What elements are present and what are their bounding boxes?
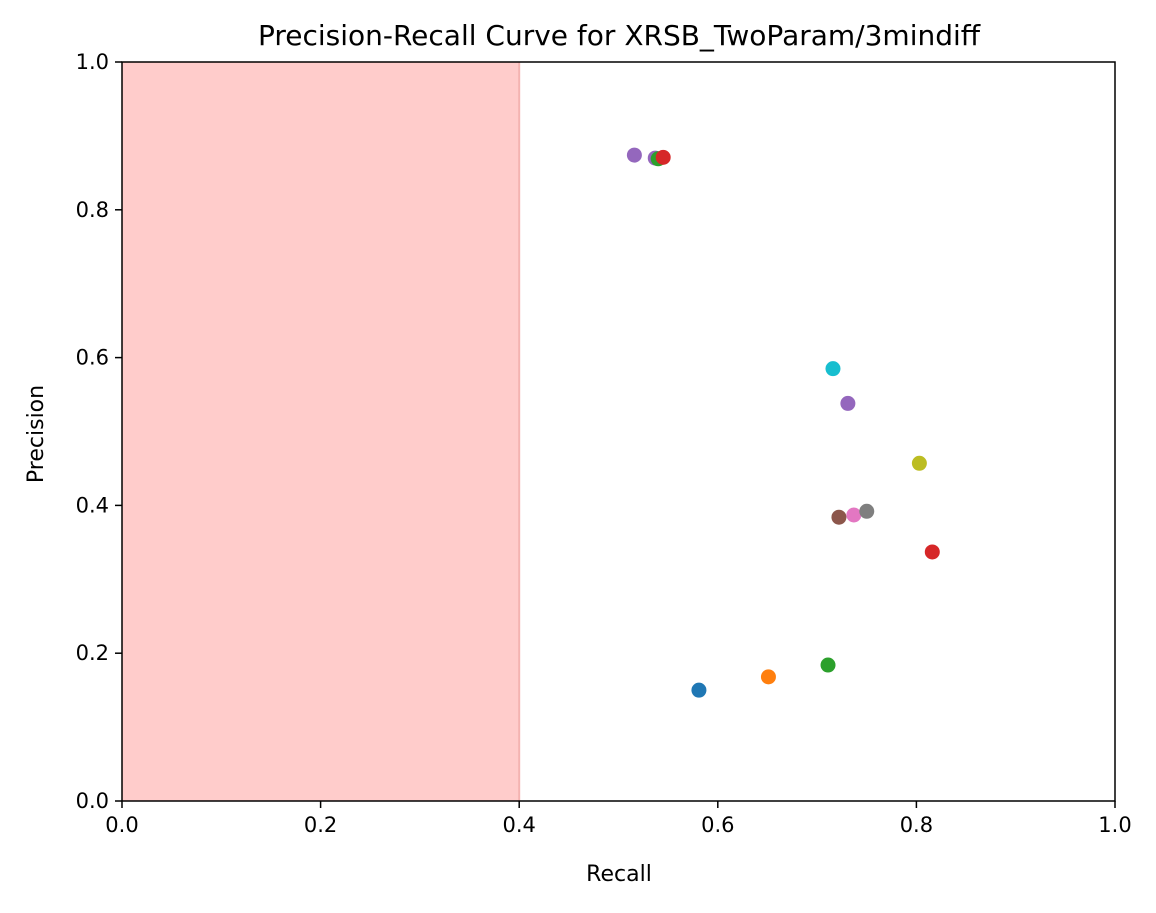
y-tick-label-3: 0.6 (76, 346, 109, 370)
x-tick-label-3: 0.6 (701, 813, 734, 837)
x-tick-label-4: 0.8 (900, 813, 933, 837)
shaded-region (122, 62, 520, 801)
y-tick-label-0: 0.0 (76, 789, 109, 813)
y-tick-label-2: 0.4 (76, 493, 109, 517)
x-axis-label: Recall (586, 862, 652, 887)
data-point-2 (760, 669, 776, 685)
data-point-13 (655, 149, 671, 165)
data-point-7 (846, 507, 862, 523)
data-point-10 (825, 361, 841, 377)
data-point-6 (831, 509, 847, 525)
y-tick-label-4: 0.8 (76, 198, 109, 222)
x-tick-label-0: 0.0 (105, 813, 138, 837)
chart-title: Precision-Recall Curve for XRSB_TwoParam… (258, 19, 981, 52)
y-tick-label-5: 1.0 (76, 50, 109, 74)
x-tick-label-5: 1.0 (1098, 813, 1131, 837)
y-axis-label: Precision (24, 385, 49, 483)
data-point-8 (859, 503, 875, 519)
y-tick-label-1: 0.2 (76, 641, 109, 665)
plot-layer: 0.0 0.2 0.4 0.6 0.8 1.0 0.0 0.2 0.4 0.6 0.8 1.0 (76, 50, 1132, 837)
data-point-4 (924, 544, 940, 560)
x-tick-label-1: 0.2 (304, 813, 337, 837)
x-tick-label-2: 0.4 (502, 813, 535, 837)
data-point-9 (911, 455, 927, 471)
data-point-14 (626, 147, 642, 163)
plot-frame (121, 61, 1116, 802)
data-point-3 (820, 657, 836, 673)
data-point-1 (691, 682, 707, 698)
data-point-5 (840, 395, 856, 411)
